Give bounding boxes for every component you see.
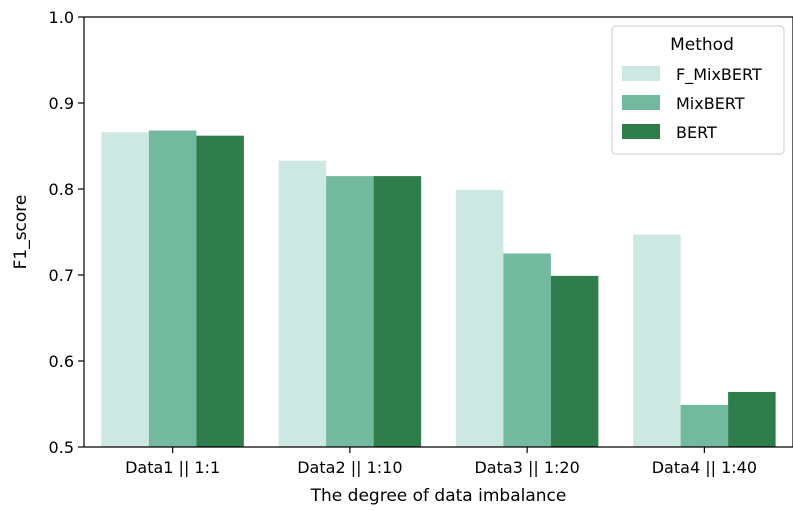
y-tick-label: 0.6 bbox=[49, 352, 74, 371]
bar-bert-3 bbox=[550, 275, 599, 447]
x-tick-label: Data3 || 1:20 bbox=[474, 458, 579, 477]
legend-label-f-mixbert: F_MixBERT bbox=[676, 65, 762, 85]
x-axis-title: The degree of data imbalance bbox=[310, 486, 567, 506]
bar-bert-4 bbox=[728, 391, 776, 447]
bar-mixbert-4 bbox=[680, 404, 729, 447]
legend-label-bert: BERT bbox=[676, 123, 717, 142]
y-tick-label: 0.7 bbox=[49, 266, 74, 285]
y-axis-title: F1_score bbox=[11, 195, 31, 270]
legend: Method F_MixBERT MixBERT BERT bbox=[611, 25, 785, 155]
bar-mixbert-2 bbox=[326, 176, 374, 447]
y-tick-label: 0.8 bbox=[49, 180, 74, 199]
y-tick-label: 0.5 bbox=[49, 438, 74, 457]
bar-f-mixbert-3 bbox=[455, 189, 504, 448]
y-tick-label: 0.9 bbox=[49, 94, 74, 113]
bar-f-mixbert-1 bbox=[101, 132, 149, 448]
legend-box bbox=[611, 25, 785, 155]
legend-swatch-mixbert bbox=[622, 95, 660, 110]
legend-items: F_MixBERT MixBERT BERT bbox=[622, 65, 762, 142]
x-tick-label: Data4 || 1:40 bbox=[652, 458, 757, 477]
legend-title: Method bbox=[670, 35, 734, 55]
bar-bert-1 bbox=[196, 135, 244, 447]
legend-swatch-bert bbox=[622, 124, 660, 139]
axes-group bbox=[83, 16, 793, 448]
legend-label-mixbert: MixBERT bbox=[676, 94, 745, 113]
bar-f-mixbert-4 bbox=[633, 234, 681, 447]
bar-mixbert-1 bbox=[148, 130, 197, 447]
x-tick-label: Data1 || 1:1 bbox=[125, 458, 220, 477]
bar-mixbert-3 bbox=[503, 253, 551, 447]
legend-swatch-f-mixbert bbox=[622, 66, 660, 81]
bars-group bbox=[101, 130, 776, 448]
bar-bert-2 bbox=[373, 176, 422, 447]
x-ticks: Data1 || 1:1 Data2 || 1:10 Data3 || 1:20 Da… bbox=[125, 447, 757, 477]
y-tick-label: 1.0 bbox=[49, 8, 74, 27]
bar-f-mixbert-2 bbox=[278, 160, 327, 447]
x-tick-label: Data2 || 1:10 bbox=[297, 458, 402, 477]
y-ticks: 0.5 0.6 0.7 0.8 0.9 1.0 bbox=[49, 8, 84, 457]
